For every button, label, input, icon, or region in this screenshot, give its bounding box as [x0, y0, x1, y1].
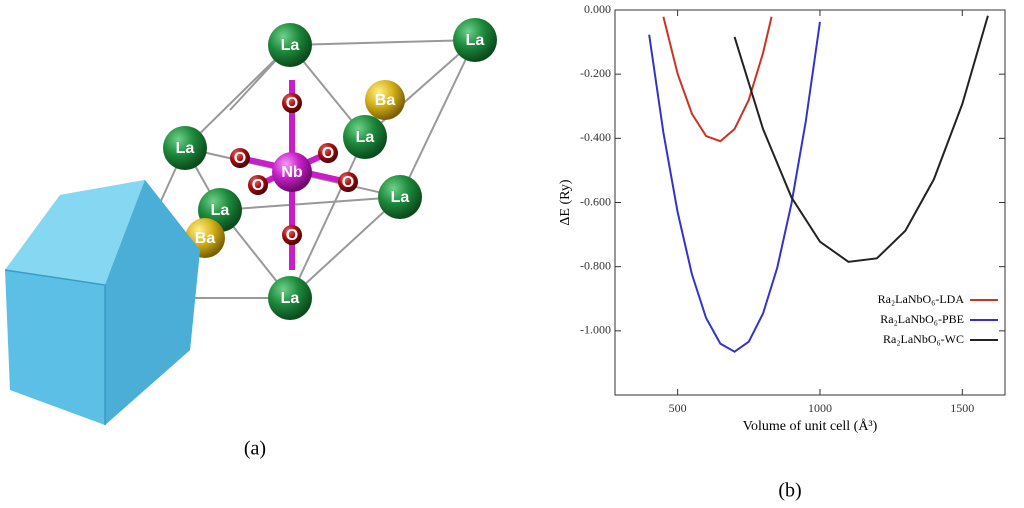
x-tick-label: 500	[669, 401, 687, 415]
atom-label: La	[356, 129, 375, 146]
atom-label: O	[286, 227, 298, 244]
legend-label: Ra₂LaNbO₆-WC	[883, 332, 964, 346]
atom	[318, 143, 338, 163]
atom-label: Ba	[195, 230, 216, 247]
atom-label: La	[466, 32, 485, 49]
chart: 0.000 -0.200 -0.400 -0.600 -0.800 -1.000 500 10…	[558, 2, 1006, 502]
y-tick-label: -0.200	[580, 66, 611, 80]
atom	[268, 276, 312, 320]
atom-label: La	[211, 202, 230, 219]
caption-b: (b)	[778, 480, 801, 502]
atom	[378, 175, 422, 219]
y-tick-label: -0.800	[580, 258, 611, 272]
atom	[230, 148, 250, 168]
atom	[282, 225, 302, 245]
y-tick-label: -0.400	[580, 130, 611, 144]
atom-label: O	[342, 174, 354, 191]
y-tick-label: 0.000	[584, 2, 611, 16]
atom-label: O	[286, 95, 298, 112]
atom	[272, 152, 312, 192]
atom-label: O	[322, 145, 334, 162]
y-tick-label: -0.600	[580, 194, 611, 208]
atom	[248, 175, 268, 195]
y-axis-label: ΔE (Ry)	[558, 179, 573, 225]
atom	[268, 23, 312, 67]
y-tick-label: -1.000	[580, 323, 611, 337]
atom	[282, 93, 302, 113]
atom	[338, 172, 358, 192]
x-tick-label: 1000	[808, 401, 832, 415]
atom	[343, 115, 387, 159]
polyhedron	[4, 180, 200, 425]
atom	[453, 18, 497, 62]
atom-label: La	[281, 37, 300, 54]
atom	[163, 126, 207, 170]
atom-label: O	[252, 177, 264, 194]
caption-a: (a)	[244, 438, 266, 460]
atom-label: Nb	[281, 164, 303, 181]
series-line	[733, 15, 989, 263]
series-line	[662, 16, 773, 143]
x-tick-label: 1500	[950, 401, 974, 415]
atom	[365, 80, 405, 120]
series-line	[648, 21, 821, 353]
legend-label: Ra₂LaNbO₆-LDA	[878, 292, 965, 306]
atom-label: La	[176, 140, 195, 157]
atom-label: La	[281, 290, 300, 307]
x-axis-label: Volume of unit cell (Å³)	[743, 418, 878, 434]
atom-label: La	[391, 189, 410, 206]
atom-label: Ba	[375, 92, 396, 109]
atom-label: O	[234, 150, 246, 167]
legend-label: Ra₂LaNbO₆-PBE	[880, 312, 964, 326]
